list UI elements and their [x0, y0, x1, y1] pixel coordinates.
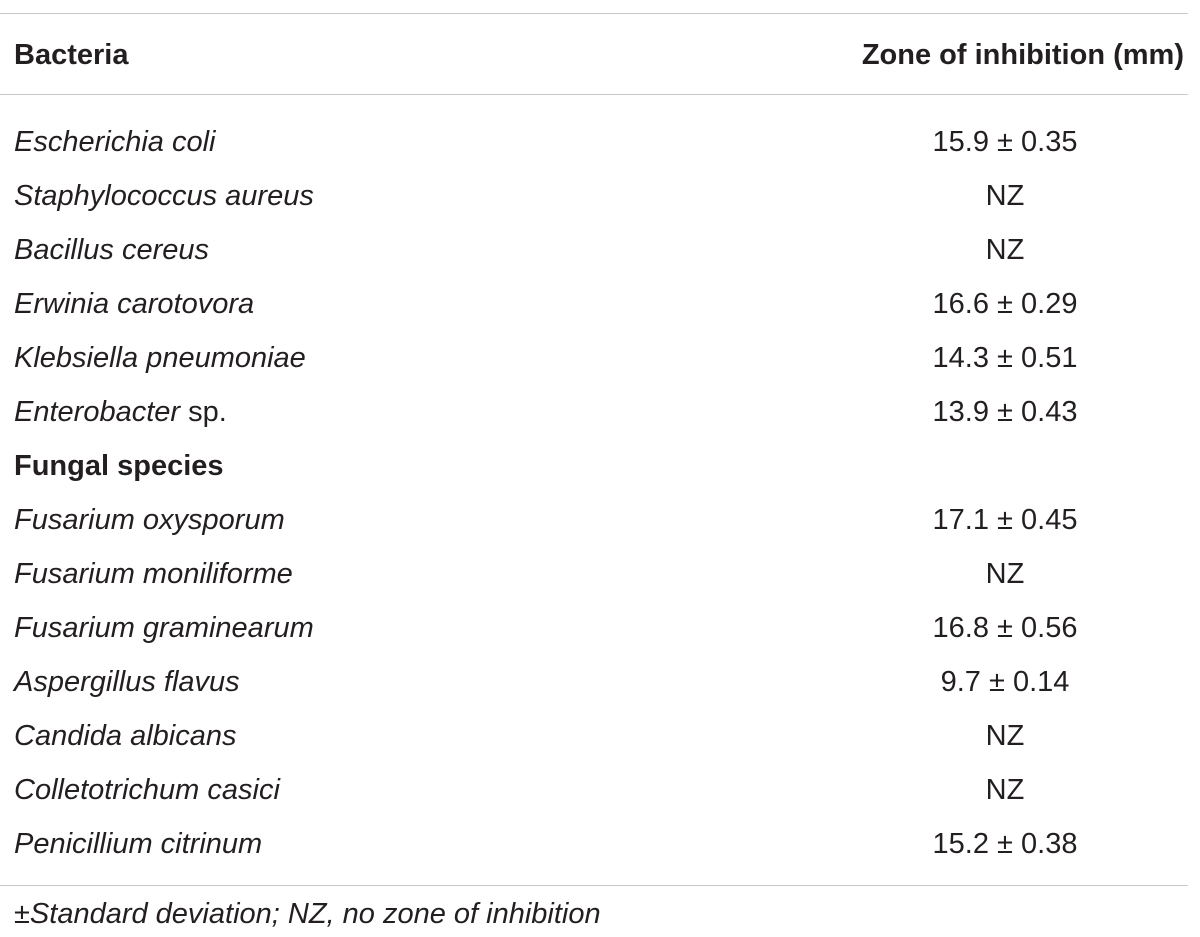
- table-body: Escherichia coli 15.9 ± 0.35 Staphylococcu…: [0, 95, 1200, 874]
- inhibition-value: 16.8 ± 0.56: [932, 612, 1078, 644]
- top-rule: [0, 13, 1188, 14]
- inhibition-value: 13.9 ± 0.43: [932, 396, 1078, 428]
- organism-name-text: Klebsiella pneumoniae: [14, 342, 306, 374]
- inhibition-value: 14.3 ± 0.51: [932, 342, 1078, 374]
- organism-name: Aspergillus flavus: [14, 666, 240, 699]
- organism-name: Escherichia coli: [14, 126, 215, 159]
- table-row: Candida albicans NZ: [0, 712, 1200, 766]
- organism-name: Candida albicans: [14, 720, 236, 753]
- table-row: Enterobacter sp. 13.9 ± 0.43: [0, 388, 1200, 442]
- organism-name: Colletotrichum casici: [14, 774, 280, 807]
- organism-name-text: Escherichia coli: [14, 126, 216, 158]
- footnote: ±Standard deviation; NZ, no zone of inhi…: [14, 898, 1200, 931]
- inhibition-table: Bacteria Zone of inhibition (mm) Escheri…: [0, 13, 1200, 930]
- table-row: Colletotrichum casici NZ: [0, 766, 1200, 820]
- table-row: Klebsiella pneumoniae 14.3 ± 0.51: [0, 334, 1200, 388]
- footnote-text: Standard deviation; NZ, no zone of inhib…: [29, 898, 601, 930]
- table-row: Fusarium oxysporum 17.1 ± 0.45: [0, 496, 1200, 550]
- table-row: Erwinia carotovora 16.6 ± 0.29: [0, 280, 1200, 334]
- inhibition-value: NZ: [985, 720, 1025, 752]
- organism-name-text: Staphylococcus aureus: [14, 180, 314, 212]
- table-row: Fusarium graminearum 16.8 ± 0.56: [0, 604, 1200, 658]
- table-row: Staphylococcus aureus NZ: [0, 172, 1200, 226]
- inhibition-value: 17.1 ± 0.45: [932, 504, 1078, 536]
- inhibition-value: 15.9 ± 0.35: [932, 126, 1078, 158]
- organism-name-text: Bacillus cereus: [14, 234, 210, 266]
- organism-name: Staphylococcus aureus: [14, 180, 314, 213]
- footnote-symbol: ±: [14, 898, 30, 930]
- header-organism: Bacteria: [14, 39, 129, 71]
- organism-name-text: Fusarium moniliforme: [14, 558, 293, 590]
- organism-name-text: Fungal species: [14, 450, 224, 482]
- organism-name: Erwinia carotovora: [14, 288, 254, 321]
- inhibition-value: NZ: [985, 234, 1025, 266]
- organism-name-text: Erwinia carotovora: [14, 288, 255, 320]
- inhibition-value: 15.2 ± 0.38: [932, 828, 1078, 860]
- organism-name-text: Aspergillus flavus: [14, 666, 240, 698]
- inhibition-value: 9.7 ± 0.14: [940, 666, 1070, 698]
- organism-name-text: Penicillium citrinum: [14, 828, 263, 860]
- organism-name: Fusarium oxysporum: [14, 504, 285, 537]
- table-row: Fusarium moniliforme NZ: [0, 550, 1200, 604]
- organism-name-text: Fusarium graminearum: [14, 612, 314, 644]
- table-row: Bacillus cereus NZ: [0, 226, 1200, 280]
- table-row: Escherichia coli 15.9 ± 0.35: [0, 118, 1200, 172]
- table-row: Aspergillus flavus 9.7 ± 0.14: [0, 658, 1200, 712]
- organism-name: Fusarium moniliforme: [14, 558, 293, 591]
- header-rule: [0, 94, 1188, 95]
- section-label: Fungal species: [14, 450, 224, 483]
- section-row: Fungal species: [0, 442, 1200, 496]
- table-row: Penicillium citrinum 15.2 ± 0.38: [0, 820, 1200, 874]
- organism-name-suffix: sp.: [180, 396, 227, 428]
- inhibition-value: NZ: [985, 558, 1025, 590]
- organism-name: Penicillium citrinum: [14, 828, 262, 861]
- organism-name-text: Fusarium oxysporum: [14, 504, 285, 536]
- organism-name-text: Colletotrichum casici: [14, 774, 280, 806]
- inhibition-value: NZ: [985, 180, 1025, 212]
- header-zone: Zone of inhibition (mm): [861, 39, 1184, 71]
- bottom-rule: [0, 885, 1188, 886]
- organism-name-text: Enterobacter: [14, 396, 181, 428]
- organism-name-text: Candida albicans: [14, 720, 237, 752]
- organism-name: Bacillus cereus: [14, 234, 209, 267]
- inhibition-value: 16.6 ± 0.29: [932, 288, 1078, 320]
- inhibition-value: NZ: [985, 774, 1025, 806]
- organism-name: Fusarium graminearum: [14, 612, 314, 645]
- table-header: Bacteria Zone of inhibition (mm): [0, 14, 1200, 94]
- organism-name: Enterobacter sp.: [14, 396, 227, 429]
- organism-name: Klebsiella pneumoniae: [14, 342, 306, 375]
